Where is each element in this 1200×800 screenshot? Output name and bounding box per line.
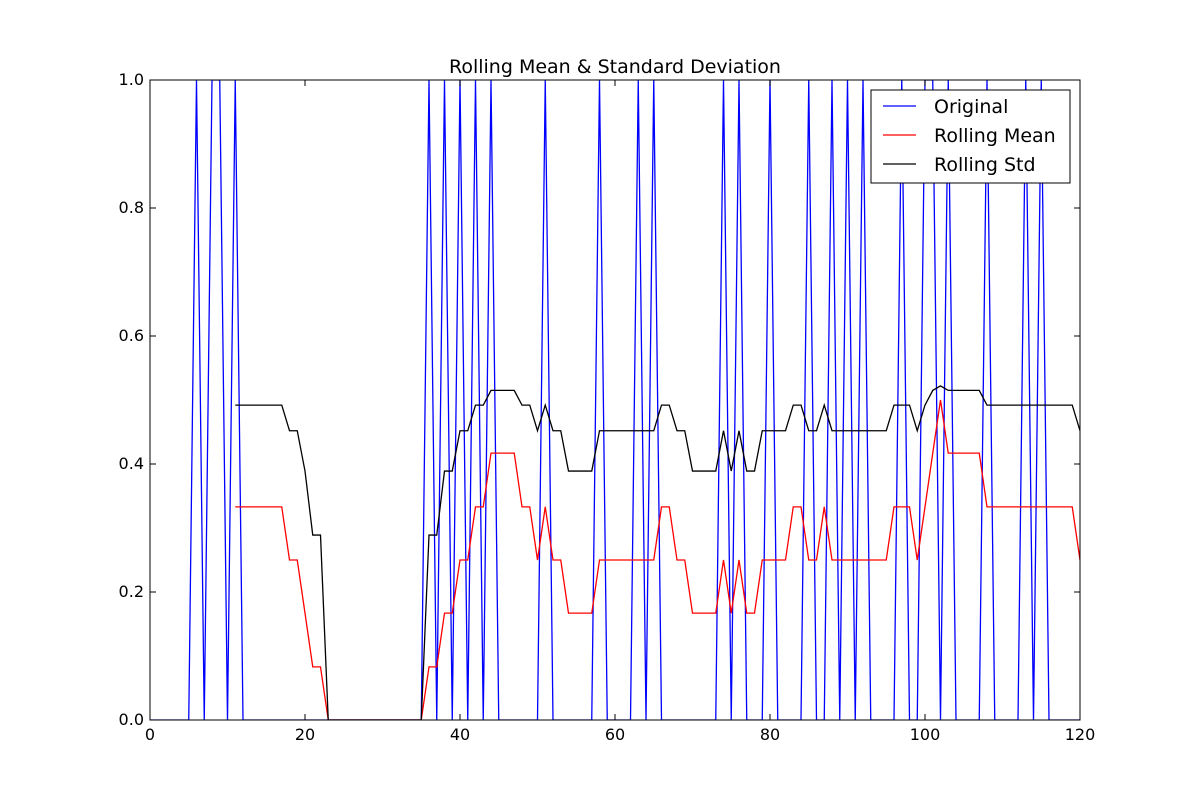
legend-label: Rolling Mean <box>934 125 1056 147</box>
legend-label: Rolling Std <box>934 154 1036 176</box>
y-tick-label: 0.0 <box>119 710 144 729</box>
y-tick-label: 0.8 <box>119 198 144 217</box>
chart-title: Rolling Mean & Standard Deviation <box>449 56 781 78</box>
axes-layer: 0 20 40 60 80 100 120 0.0 0.2 0.4 0.6 0.8 1.0 <box>119 70 1096 744</box>
series-layer <box>150 80 1080 720</box>
x-tick-label: 40 <box>450 725 470 744</box>
y-tick-label: 0.2 <box>119 582 144 601</box>
x-tick-label: 0 <box>145 725 155 744</box>
x-tick-label: 80 <box>760 725 780 744</box>
series-line-rolling-mean <box>235 399 1080 720</box>
y-tick-label: 0.6 <box>119 326 144 345</box>
x-tick-label: 20 <box>295 725 315 744</box>
legend-label: Original <box>934 96 1008 118</box>
x-tick-label: 60 <box>605 725 625 744</box>
y-tick-label: 0.4 <box>119 454 144 473</box>
y-tick-label: 1.0 <box>119 70 144 89</box>
series-line-rolling-std <box>235 385 1080 720</box>
x-tick-label: 120 <box>1065 725 1096 744</box>
x-tick-label: 100 <box>910 725 941 744</box>
legend: Original Rolling Mean Rolling Std <box>870 89 1071 184</box>
